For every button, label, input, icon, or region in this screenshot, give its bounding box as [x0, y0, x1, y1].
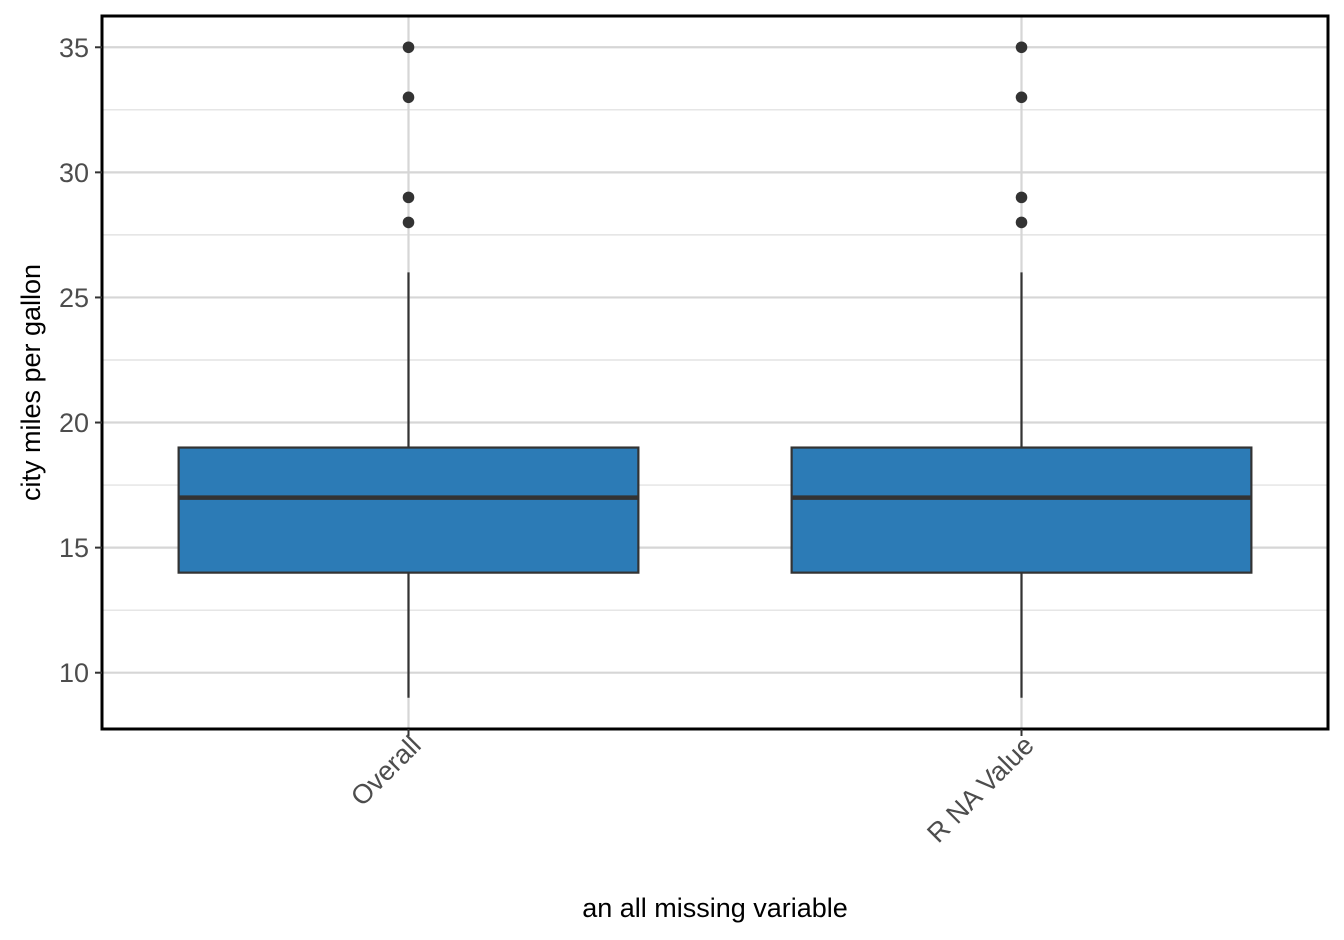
plot-panel-border — [100, 14, 1330, 731]
outlier-point — [1015, 216, 1028, 229]
x-axis-title: an all missing variable — [582, 893, 848, 923]
outlier-point — [1015, 91, 1028, 104]
y-tick-label: 15 — [59, 533, 89, 563]
box-group — [177, 41, 640, 698]
outlier-point — [402, 41, 415, 54]
x-tick-label: Overall — [345, 730, 427, 812]
outlier-point — [1015, 41, 1028, 54]
y-tick-label: 10 — [59, 658, 89, 688]
y-axis-ticks: 10 15 20 25 30 35 — [59, 33, 102, 688]
grid-lines — [102, 16, 1328, 729]
box-iqr — [177, 446, 640, 574]
box-group — [790, 41, 1253, 698]
y-axis-title: city miles per gallon — [16, 264, 46, 501]
boxes — [177, 41, 1253, 698]
y-tick-label: 35 — [59, 33, 89, 63]
y-tick-label: 25 — [59, 283, 89, 313]
x-tick-label: R NA Value — [921, 730, 1039, 848]
y-tick-label: 20 — [59, 408, 89, 438]
y-tick-label: 30 — [59, 158, 89, 188]
outlier-point — [402, 191, 415, 204]
box-iqr — [790, 446, 1253, 574]
outlier-point — [1015, 191, 1028, 204]
x-axis-ticks: Overall R NA Value — [345, 729, 1040, 849]
outlier-point — [402, 216, 415, 229]
outlier-point — [402, 91, 415, 104]
